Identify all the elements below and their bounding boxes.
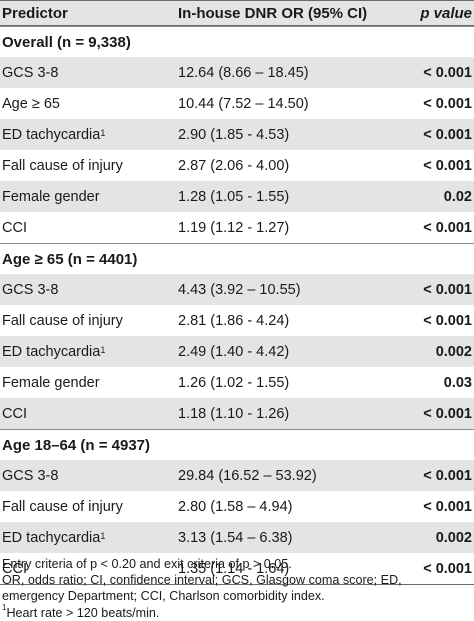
predictor-cell: Fall cause of injury (2, 150, 123, 181)
odds-ratio-cell: 2.80 (1.58 – 4.94) (178, 498, 293, 515)
odds-ratio-cell: 1.26 (1.02 - 1.55) (178, 374, 290, 391)
predictor-cell: GCS 3-8 (2, 57, 58, 88)
section-label: Overall (n = 9,338) (2, 33, 131, 51)
predictor-text: GCS 3-8 (2, 64, 59, 81)
section-row: Age ≥ 65 (n = 4401) (0, 243, 474, 274)
predictor-cell: ED tachycardia 1 (2, 126, 106, 143)
predictor-text: CCI (2, 560, 27, 577)
p-value-cell: 0.02 (443, 188, 472, 205)
predictor-cell: Fall cause of injury (2, 491, 123, 522)
p-value-cell: < 0.001 (423, 312, 472, 329)
predictor-cell: CCI (2, 212, 27, 243)
header-p-value: p value (420, 4, 472, 22)
p-value-cell: < 0.001 (423, 467, 472, 484)
predictor-cell: ED tachycardia 1 (2, 343, 106, 360)
odds-ratio-cell: 2.87 (2.06 - 4.00) (178, 157, 290, 174)
footnote-abbreviations-cont: emergency Department; CCI, Charlson como… (2, 589, 325, 604)
table-row: CCI 1.35 (1.14 - 1.64) < 0.001 (0, 553, 474, 584)
predictor-cell: Female gender (2, 367, 100, 398)
header-or: In-house DNR OR (95% CI) (178, 4, 368, 22)
table-bottom-rule (0, 584, 474, 585)
predictor-cell: ED tachycardia 1 (2, 529, 106, 546)
predictor-cell: CCI (2, 398, 27, 429)
odds-ratio-cell: 2.49 (1.40 - 4.42) (178, 343, 290, 360)
table-row: Fall cause of injury 2.81 (1.86 - 4.24) < … (0, 305, 474, 336)
predictor-text: Fall cause of injury (2, 498, 123, 515)
footnote-abbreviations: OR, odds ratio; CI, confidence interval;… (2, 573, 402, 588)
table-row: ED tachycardia 1 2.90 (1.85 - 4.53) < 0.001 (0, 119, 474, 150)
odds-ratio-cell: 1.18 (1.10 - 1.26) (178, 405, 290, 422)
odds-ratio-cell: 2.90 (1.85 - 4.53) (178, 126, 290, 143)
predictor-cell: Female gender (2, 181, 100, 212)
odds-ratio-cell: 29.84 (16.52 – 53.92) (178, 467, 317, 484)
section-row: Age 18–64 (n = 4937) (0, 429, 474, 460)
table-row: Female gender 1.26 (1.02 - 1.55) 0.03 (0, 367, 474, 398)
predictor-cell: Fall cause of injury (2, 305, 123, 336)
footnote-entry-criteria: Entry criteria of p < 0.20 and exit crit… (2, 557, 292, 571)
predictor-text: Age ≥ 65 (2, 95, 60, 112)
table-row: ED tachycardia 1 2.49 (1.40 - 4.42) 0.002 (0, 336, 474, 367)
predictor-cell: CCI (2, 553, 27, 584)
predictor-text: GCS 3-8 (2, 281, 59, 298)
table-row: CCI 1.19 (1.12 - 1.27) < 0.001 (0, 212, 474, 243)
p-value-cell: 0.002 (435, 529, 472, 546)
p-value-cell: < 0.001 (423, 281, 472, 298)
results-table: Predictor In-house DNR OR (95% CI) p val… (0, 0, 474, 585)
predictor-cell: Age ≥ 65 (2, 88, 60, 119)
table-row: Fall cause of injury 2.87 (2.06 - 4.00) < … (0, 150, 474, 181)
predictor-text: Fall cause of injury (2, 157, 123, 174)
table-row: Age ≥ 65 10.44 (7.52 – 14.50) < 0.001 (0, 88, 474, 119)
p-value-cell: < 0.001 (423, 219, 472, 236)
footnote-heart-rate-text: Heart rate > 120 beats/min. (6, 605, 160, 620)
p-value-cell: < 0.001 (423, 157, 472, 174)
predictor-text: Fall cause of injury (2, 312, 123, 329)
table-row: ED tachycardia 1 3.13 (1.54 – 6.38) 0.002 (0, 522, 474, 553)
predictor-text: ED tachycardia (2, 343, 101, 360)
predictor-text: ED tachycardia (2, 126, 101, 143)
p-value-cell: < 0.001 (423, 498, 472, 515)
odds-ratio-cell: 2.81 (1.86 - 4.24) (178, 312, 290, 329)
predictor-text: ED tachycardia (2, 529, 101, 546)
p-value-cell: < 0.001 (423, 95, 472, 112)
p-value-cell: 0.03 (443, 374, 472, 391)
predictor-cell: GCS 3-8 (2, 274, 58, 305)
predictor-cell: GCS 3-8 (2, 460, 58, 491)
table-row: Fall cause of injury 2.80 (1.58 – 4.94) < … (0, 491, 474, 522)
table-row: CCI 1.18 (1.10 - 1.26) < 0.001 (0, 398, 474, 429)
footnote-heart-rate: 1Heart rate > 120 beats/min. (2, 604, 472, 621)
odds-ratio-cell: 1.35 (1.14 - 1.64) (178, 560, 290, 577)
p-value-cell: < 0.001 (423, 405, 472, 422)
predictor-text: Female gender (2, 188, 100, 205)
p-value-cell: < 0.001 (423, 126, 472, 143)
table-header: Predictor In-house DNR OR (95% CI) p val… (0, 0, 474, 26)
table-footnotes: Entry criteria of p < 0.20 and exit crit… (2, 556, 472, 621)
p-value-cell: 0.002 (435, 343, 472, 360)
odds-ratio-cell: 10.44 (7.52 – 14.50) (178, 95, 309, 112)
table-row: GCS 3-8 29.84 (16.52 – 53.92) < 0.001 (0, 460, 474, 491)
odds-ratio-cell: 12.64 (8.66 – 18.45) (178, 64, 309, 81)
predictor-text: Female gender (2, 374, 100, 391)
table-row: GCS 3-8 12.64 (8.66 – 18.45) < 0.001 (0, 57, 474, 88)
predictor-text: GCS 3-8 (2, 467, 59, 484)
section-row: Overall (n = 9,338) (0, 26, 474, 57)
p-value-cell: < 0.001 (423, 64, 472, 81)
odds-ratio-cell: 4.43 (3.92 – 10.55) (178, 281, 301, 298)
predictor-text: CCI (2, 405, 27, 422)
p-value-cell: < 0.001 (423, 560, 472, 577)
section-label: Age 18–64 (n = 4937) (2, 436, 151, 454)
odds-ratio-cell: 1.28 (1.05 - 1.55) (178, 188, 290, 205)
table-row: GCS 3-8 4.43 (3.92 – 10.55) < 0.001 (0, 274, 474, 305)
predictor-text: CCI (2, 219, 27, 236)
section-label: Age ≥ 65 (n = 4401) (2, 250, 138, 268)
header-predictor: Predictor (2, 4, 68, 22)
table-row: Female gender 1.28 (1.05 - 1.55) 0.02 (0, 181, 474, 212)
odds-ratio-cell: 3.13 (1.54 – 6.38) (178, 529, 293, 546)
odds-ratio-cell: 1.19 (1.12 - 1.27) (178, 219, 290, 236)
